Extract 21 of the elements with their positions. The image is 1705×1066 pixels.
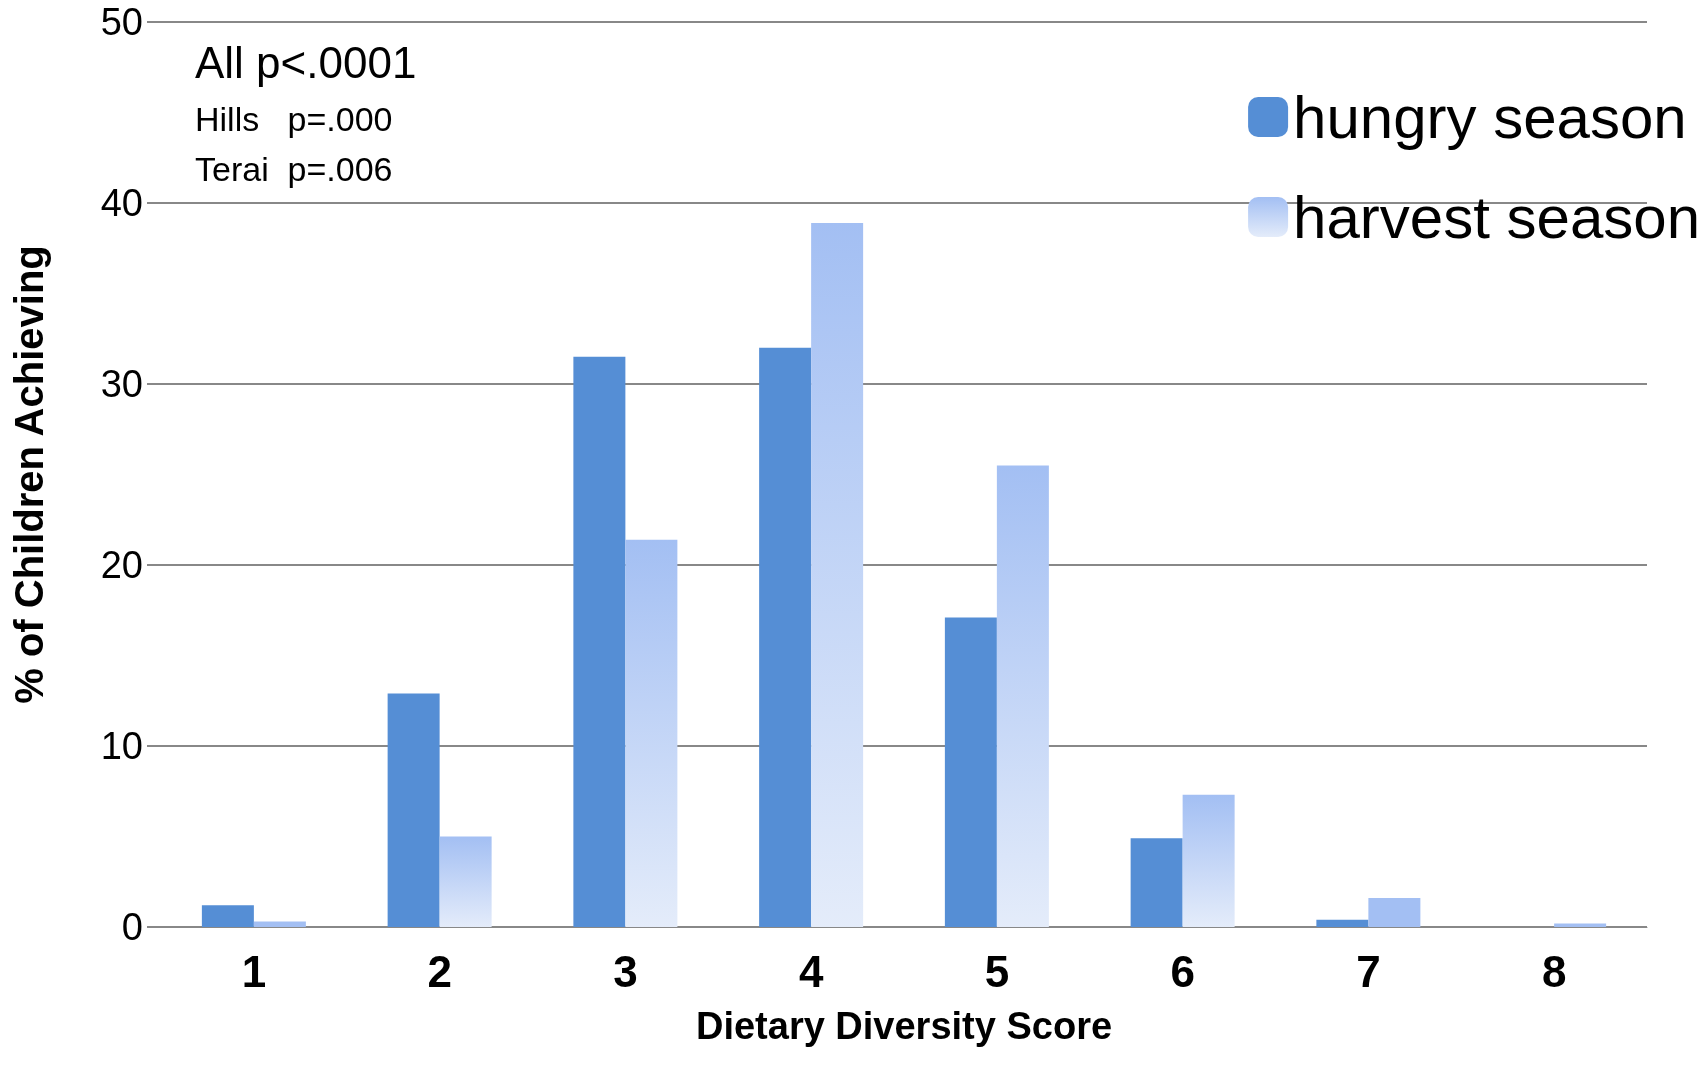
x-tick-label: 6 bbox=[1170, 946, 1195, 996]
y-tick-label: 50 bbox=[100, 1, 143, 43]
y-tick-label: 10 bbox=[100, 725, 143, 767]
x-tick-label: 8 bbox=[1541, 946, 1567, 996]
x-tick-label: 7 bbox=[1356, 946, 1381, 996]
annotation: Terai p=.006 bbox=[195, 150, 393, 188]
x-tick-label: 4 bbox=[798, 946, 824, 996]
annotation: Hills p=.000 bbox=[195, 100, 393, 138]
y-tick-label: 20 bbox=[100, 544, 143, 586]
legend-label: harvest season bbox=[1293, 183, 1700, 251]
x-tick-label: 2 bbox=[427, 946, 452, 996]
x-tick-label: 3 bbox=[613, 946, 638, 996]
annotation: All p<.0001 bbox=[195, 37, 417, 87]
y-tick-label: 30 bbox=[100, 363, 143, 405]
y-axis-title: % of Children Achieving bbox=[7, 245, 51, 704]
x-tick-label: 5 bbox=[984, 946, 1010, 996]
y-tick-label: 40 bbox=[100, 182, 143, 224]
x-axis-title: Dietary Diversity Score bbox=[695, 1005, 1113, 1047]
legend-label: hungry season bbox=[1293, 83, 1687, 151]
x-tick-label: 1 bbox=[241, 946, 267, 996]
y-tick-label: 0 bbox=[121, 906, 143, 948]
